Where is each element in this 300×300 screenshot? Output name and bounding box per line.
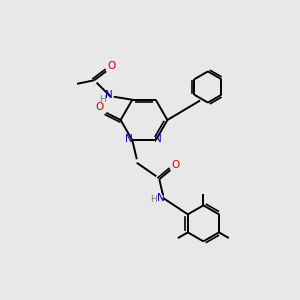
Text: N: N bbox=[157, 193, 164, 203]
Text: N: N bbox=[125, 134, 133, 144]
Text: N: N bbox=[105, 90, 113, 100]
Text: H: H bbox=[99, 95, 106, 104]
Text: O: O bbox=[107, 61, 116, 71]
Text: N: N bbox=[154, 134, 162, 144]
Text: H: H bbox=[150, 196, 157, 205]
Text: O: O bbox=[172, 160, 180, 170]
Text: O: O bbox=[95, 102, 104, 112]
